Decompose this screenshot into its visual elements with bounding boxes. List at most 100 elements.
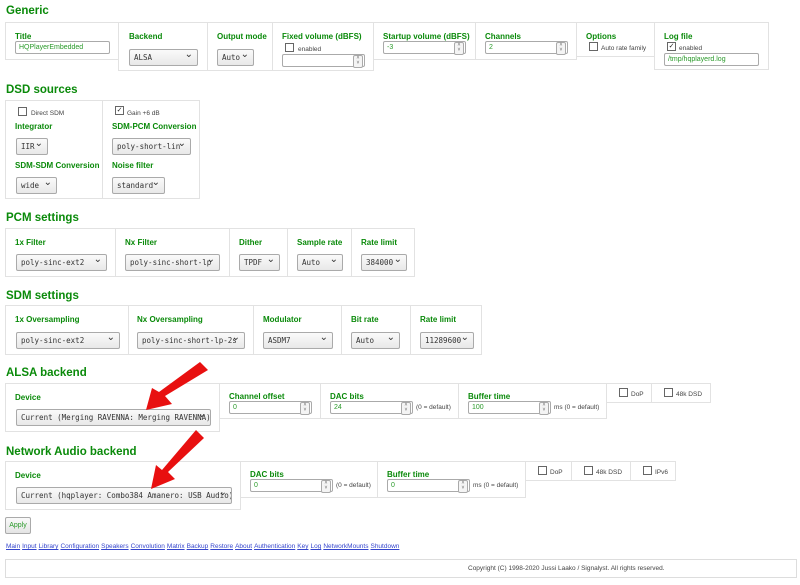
bit-rate-label: Bit rate	[351, 315, 379, 324]
sample-rate-select[interactable]: Auto	[297, 254, 343, 271]
nav-link-backup[interactable]: Backup	[186, 543, 209, 550]
gain-checkbox[interactable]: ✓	[115, 106, 124, 115]
network-buffer-time-value: 0	[391, 482, 395, 489]
startup-volume-input[interactable]: -3 ˄ ˅	[383, 41, 466, 55]
options-group: Options Auto rate family	[576, 22, 655, 57]
network-dop-label: DoP	[550, 469, 563, 476]
nav-link-networkmounts[interactable]: NetworkMounts	[323, 543, 369, 550]
fixed-volume-group: Fixed volume (dBFS) enabled ˄ ˅	[272, 22, 374, 71]
section-heading-generic: Generic	[6, 5, 49, 17]
sdm-pcm-label: SDM-PCM Conversion	[112, 122, 197, 131]
integrator-select[interactable]: IIR	[16, 138, 48, 155]
nav-links: Main Input Library Configuration Speakers Con…	[6, 543, 401, 550]
spinner-icon[interactable]: ˄ ˅	[556, 42, 566, 55]
nav-link-input[interactable]: Input	[22, 543, 37, 550]
nav-link-matrix[interactable]: Matrix	[166, 543, 185, 550]
nav-link-configuration[interactable]: Configuration	[60, 543, 100, 550]
log-file-label: Log file	[664, 32, 693, 41]
network-48k-dsd-checkbox[interactable]	[584, 466, 593, 475]
alsa-buffer-time-input[interactable]: 100 ˄ ˅	[468, 401, 551, 415]
bit-rate-group: Bit rate Auto	[341, 305, 411, 355]
nav-link-library[interactable]: Library	[38, 543, 59, 550]
rate-limit-select[interactable]: 384000	[361, 254, 407, 271]
nav-link-key[interactable]: Key	[297, 543, 309, 550]
network-dop-checkbox[interactable]	[538, 466, 547, 475]
sdm-rate-limit-label: Rate limit	[420, 315, 457, 324]
network-dac-bits-input[interactable]: 0 ˄ ˅	[250, 479, 333, 493]
log-file-input[interactable]: /tmp/hqplayerd.log	[664, 53, 759, 66]
spinner-icon[interactable]: ˄ ˅	[321, 480, 331, 493]
alsa-device-arrow	[146, 362, 208, 410]
alsa-48k-dsd-group: 48k DSD	[651, 383, 711, 403]
output-mode-select[interactable]: Auto	[217, 49, 254, 66]
nav-link-main[interactable]: Main	[6, 543, 21, 550]
dsd-left-group: Direct SDM Integrator IIR SDM-SDM Conver…	[5, 100, 103, 199]
spinner-icon[interactable]: ˄ ˅	[454, 42, 464, 55]
spinner-icon[interactable]: ˄ ˅	[458, 480, 468, 493]
dither-label: Dither	[239, 238, 263, 247]
channel-offset-input[interactable]: 0 ˄ ˅	[229, 401, 312, 415]
network-ipv6-label: IPv6	[655, 469, 669, 476]
section-heading-dsd: DSD sources	[6, 84, 78, 96]
auto-rate-family-checkbox[interactable]	[589, 42, 598, 51]
copyright-text: Copyright (C) 1998-2020 Jussi Laako / Si…	[468, 565, 665, 572]
channels-input[interactable]: 2 ˄ ˅	[485, 41, 568, 55]
network-dac-bits-label: DAC bits	[250, 470, 284, 479]
section-heading-pcm: PCM settings	[6, 212, 79, 224]
alsa-buffer-time-hint: ms (0 = default)	[554, 404, 600, 411]
noise-filter-select[interactable]: standard	[112, 177, 165, 194]
dither-select[interactable]: TPDF	[239, 254, 280, 271]
title-input[interactable]: HQPlayerEmbedded	[15, 41, 110, 54]
nav-link-convolution[interactable]: Convolution	[130, 543, 165, 550]
spinner-icon[interactable]: ˄ ˅	[539, 402, 549, 415]
bit-rate-select[interactable]: Auto	[351, 332, 400, 349]
filter1x-label: 1x Filter	[15, 238, 46, 247]
alsa-device-group: Device Current (Merging RAVENNA: Merging…	[5, 383, 220, 432]
filternx-label: Nx Filter	[125, 238, 158, 247]
network-ipv6-checkbox[interactable]	[643, 466, 652, 475]
apply-button[interactable]: Apply	[5, 517, 31, 534]
spinner-icon[interactable]: ˄ ˅	[300, 402, 310, 415]
alsa-dac-bits-group: DAC bits 24 ˄ ˅ (0 = default)	[320, 383, 459, 419]
backend-select[interactable]: ALSA	[129, 49, 198, 66]
channel-offset-group: Channel offset 0 ˄ ˅	[219, 383, 321, 419]
startup-volume-group: Startup volume (dBFS) -3 ˄ ˅	[373, 22, 476, 60]
fixed-volume-input[interactable]: ˄ ˅	[282, 54, 365, 68]
filternx-select[interactable]: poly-sinc-short-lp	[125, 254, 220, 271]
nav-link-authentication[interactable]: Authentication	[254, 543, 296, 550]
fixed-volume-enabled-checkbox[interactable]	[285, 43, 294, 52]
dsd-right-group: ✓ Gain +6 dB SDM-PCM Conversion poly-sho…	[102, 100, 200, 199]
os1x-select[interactable]: poly-sinc-ext2	[16, 332, 120, 349]
alsa-dop-checkbox[interactable]	[619, 388, 628, 397]
alsa-dac-bits-input[interactable]: 24 ˄ ˅	[330, 401, 413, 415]
title-label: Title	[15, 32, 32, 41]
nav-link-speakers[interactable]: Speakers	[101, 543, 129, 550]
spinner-icon[interactable]: ˄ ˅	[401, 402, 411, 415]
alsa-device-select[interactable]: Current (Merging RAVENNA: Merging RAVENN…	[16, 409, 211, 426]
sdm-rate-limit-select[interactable]: 11289600	[420, 332, 474, 349]
filternx-group: Nx Filter poly-sinc-short-lp	[115, 228, 230, 277]
filter1x-select[interactable]: poly-sinc-ext2	[16, 254, 107, 271]
section-heading-sdm: SDM settings	[6, 290, 79, 302]
direct-sdm-checkbox[interactable]	[18, 107, 27, 116]
nav-link-about[interactable]: About	[235, 543, 253, 550]
osnx-select[interactable]: poly-sinc-short-lp-2s	[137, 332, 245, 349]
sdm-sdm-select[interactable]: wide	[16, 177, 57, 194]
nav-link-restore[interactable]: Restore	[210, 543, 234, 550]
alsa-48k-dsd-checkbox[interactable]	[664, 388, 673, 397]
network-buffer-time-input[interactable]: 0 ˄ ˅	[387, 479, 470, 493]
network-device-select[interactable]: Current (hqplayer: Combo384 Amanero: USB…	[16, 487, 232, 504]
alsa-dop-group: DoP	[606, 383, 652, 403]
modulator-select[interactable]: ASDM7	[263, 332, 333, 349]
startup-volume-value: -3	[387, 44, 394, 51]
network-buffer-time-label: Buffer time	[387, 470, 430, 479]
log-enabled-checkbox[interactable]: ✓	[667, 42, 676, 51]
footer: Copyright (C) 1998-2020 Jussi Laako / Si…	[5, 559, 797, 578]
channels-label: Channels	[485, 32, 522, 41]
nav-link-shutdown[interactable]: Shutdown	[370, 543, 400, 550]
sdm-pcm-select[interactable]: poly-short-lin	[112, 138, 191, 155]
alsa-buffer-time-group: Buffer time 100 ˄ ˅ ms (0 = default)	[458, 383, 607, 419]
nav-link-log[interactable]: Log	[310, 543, 322, 550]
spinner-icon[interactable]: ˄ ˅	[353, 55, 363, 68]
